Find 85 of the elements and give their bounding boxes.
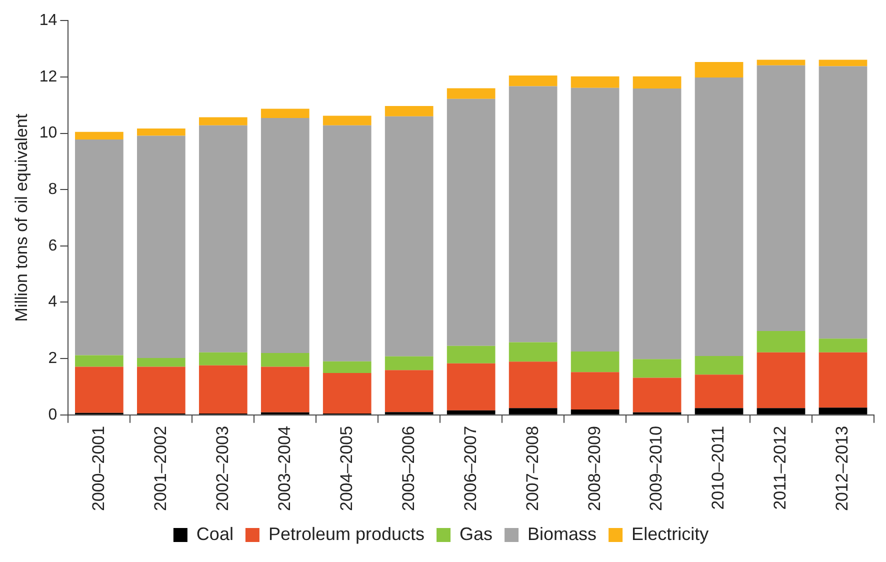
bar xyxy=(756,65,806,331)
bar xyxy=(322,116,372,126)
legend-label: Petroleum products xyxy=(268,524,425,544)
x-tick-label: 2002–2003 xyxy=(212,426,232,511)
x-tick-label: 2003–2004 xyxy=(274,426,294,511)
legend-label: Electricity xyxy=(632,524,709,544)
x-tick-label: 2007–2008 xyxy=(522,426,542,511)
bar xyxy=(384,356,434,370)
bar xyxy=(75,132,124,140)
y-tick-label: 2 xyxy=(48,350,58,367)
legend-label: Biomass xyxy=(528,524,597,544)
x-tick-label: 2004–2005 xyxy=(336,426,356,511)
bar xyxy=(198,125,248,352)
bar xyxy=(384,370,434,412)
bar xyxy=(384,116,434,356)
bar xyxy=(322,372,372,414)
bar xyxy=(508,86,558,342)
bar xyxy=(75,366,124,413)
bar xyxy=(198,117,248,126)
bar xyxy=(570,88,620,352)
bar xyxy=(756,330,806,352)
bar xyxy=(632,378,682,412)
bar xyxy=(694,77,744,356)
bar xyxy=(818,60,868,66)
bar xyxy=(137,366,186,414)
bar xyxy=(694,356,744,375)
y-tick-label: 12 xyxy=(39,68,58,86)
bar xyxy=(570,410,620,414)
bar xyxy=(137,358,186,367)
bar xyxy=(570,76,620,88)
y-tick-label: 14 xyxy=(39,12,58,30)
y-tick-label: 8 xyxy=(48,180,58,198)
x-tick-label: 2008–2009 xyxy=(584,426,604,511)
bar xyxy=(818,408,868,414)
bar xyxy=(260,108,310,118)
y-tick-label: 4 xyxy=(48,294,58,311)
bar xyxy=(570,352,620,372)
x-tick-label: 2009–2010 xyxy=(646,426,666,511)
bar xyxy=(632,76,682,88)
legend-label: Gas xyxy=(460,524,493,544)
bar xyxy=(632,88,682,360)
legend-label: Coal xyxy=(196,524,234,544)
bar xyxy=(322,125,372,362)
bar xyxy=(446,363,496,410)
bar xyxy=(756,352,806,408)
bar xyxy=(756,408,806,414)
bar xyxy=(75,139,124,356)
bar xyxy=(384,106,434,116)
x-tick-label: 2001–2002 xyxy=(150,426,170,511)
y-tick-label: 0 xyxy=(48,406,58,424)
x-tick-label: 2006–2007 xyxy=(460,426,480,511)
x-tick-label: 2005–2006 xyxy=(398,426,418,511)
bar xyxy=(818,338,868,352)
bar xyxy=(198,352,248,366)
bar xyxy=(446,88,496,99)
x-tick-label: 2000–2001 xyxy=(88,426,108,511)
bar xyxy=(260,366,310,412)
x-tick-label: 2010–2011 xyxy=(708,426,728,510)
bar xyxy=(818,66,868,339)
bar xyxy=(260,118,310,353)
bar xyxy=(570,372,620,410)
x-tick-label: 2012–2013 xyxy=(832,426,852,511)
bar xyxy=(322,361,372,373)
x-tick-label: 2011–2012 xyxy=(770,426,790,510)
y-axis-title: Million tons of oil equivalent xyxy=(12,114,31,322)
bar xyxy=(818,352,868,408)
bar xyxy=(446,98,496,346)
bar xyxy=(508,76,558,86)
bar xyxy=(694,62,744,78)
y-tick-label: 6 xyxy=(48,237,58,254)
bar xyxy=(198,365,248,414)
bar xyxy=(694,408,744,414)
bar xyxy=(446,410,496,414)
bar xyxy=(137,128,186,136)
y-tick-label: 10 xyxy=(39,124,58,142)
bar xyxy=(508,408,558,414)
bar xyxy=(260,352,310,367)
bar xyxy=(756,60,806,66)
bar xyxy=(694,374,744,408)
bar xyxy=(508,362,558,408)
bar xyxy=(75,355,124,367)
bar xyxy=(632,359,682,378)
bar xyxy=(446,346,496,364)
bar xyxy=(137,136,186,358)
bar xyxy=(508,342,558,362)
